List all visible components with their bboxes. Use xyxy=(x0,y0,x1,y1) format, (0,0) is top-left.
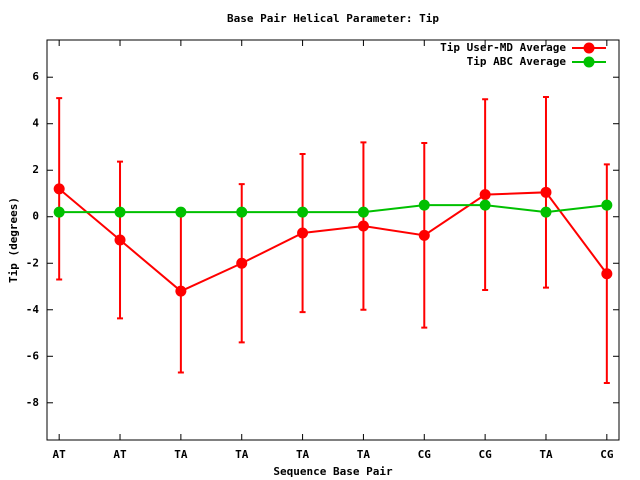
data-point xyxy=(114,206,126,218)
x-tick-label: CG xyxy=(479,448,493,461)
data-point xyxy=(540,206,552,218)
x-tick-label: TA xyxy=(235,448,249,461)
x-tick-label: CG xyxy=(600,448,614,461)
data-point xyxy=(357,220,369,232)
x-tick-label: TA xyxy=(296,448,310,461)
legend-marker xyxy=(583,56,595,68)
legend-label: Tip ABC Average xyxy=(467,55,567,68)
series-line xyxy=(59,204,607,214)
y-tick-label: -4 xyxy=(26,303,40,316)
data-point xyxy=(418,229,430,241)
data-point xyxy=(418,199,430,211)
y-axis-label: Tip (degrees) xyxy=(7,197,20,283)
legend-marker xyxy=(583,42,595,54)
x-tick-label: AT xyxy=(53,448,67,461)
y-tick-label: -6 xyxy=(26,349,40,362)
data-point xyxy=(601,268,613,280)
data-point xyxy=(236,257,248,269)
data-point xyxy=(175,206,187,218)
y-tick-label: 6 xyxy=(32,70,39,83)
data-point xyxy=(479,189,491,201)
data-point xyxy=(297,206,309,218)
data-point xyxy=(236,206,248,218)
series-line xyxy=(58,188,608,293)
data-point xyxy=(175,285,187,297)
x-tick-label: TA xyxy=(357,448,371,461)
y-tick-label: -8 xyxy=(26,396,39,409)
x-tick-label: TA xyxy=(539,448,553,461)
data-point xyxy=(601,199,613,211)
data-point xyxy=(297,227,309,239)
y-tick-label: 2 xyxy=(32,163,39,176)
data-point xyxy=(540,186,552,198)
plot-frame xyxy=(46,39,620,441)
data-point xyxy=(53,206,65,218)
data-point xyxy=(357,206,369,218)
y-tick-label: 4 xyxy=(32,117,39,130)
x-tick-label: TA xyxy=(174,448,188,461)
x-axis-label: Sequence Base Pair xyxy=(273,465,393,478)
legend-label: Tip User-MD Average xyxy=(440,41,566,54)
data-point xyxy=(114,234,126,246)
chart-title: Base Pair Helical Parameter: Tip xyxy=(227,12,439,25)
data-point xyxy=(479,199,491,211)
x-tick-label: AT xyxy=(113,448,127,461)
y-tick-label: 0 xyxy=(32,210,39,223)
y-tick-label: -2 xyxy=(26,256,39,269)
data-point xyxy=(53,183,65,195)
x-tick-label: CG xyxy=(418,448,432,461)
